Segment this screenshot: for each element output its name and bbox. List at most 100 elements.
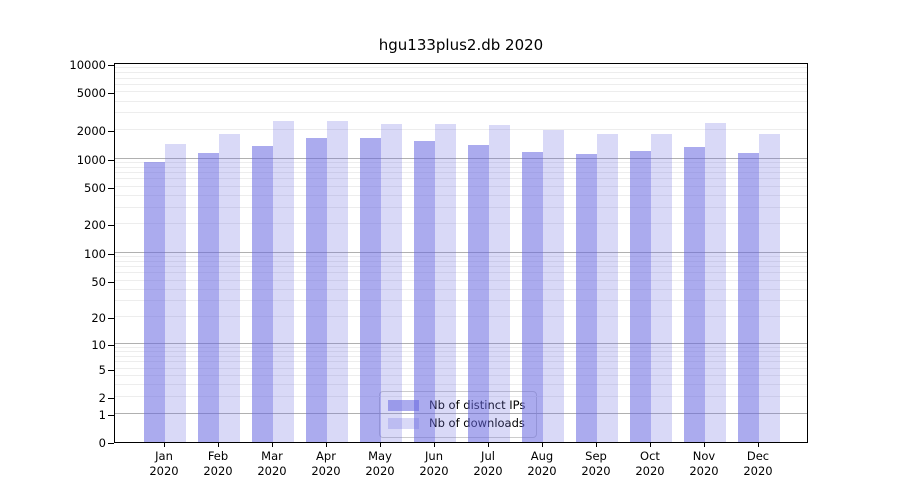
x-tick-mark [272,443,273,447]
y-tick-label: 2 [98,390,106,405]
gridline-minor [115,195,807,196]
y-tick-label: 1 [98,407,106,422]
gridline-minor [115,100,807,102]
gridline-minor [115,384,807,386]
y-tick-mark [108,93,114,95]
x-tick-mark [758,443,759,447]
gridline-minor [115,206,807,208]
y-tick-mark [108,397,114,399]
legend: Nb of distinct IPs Nb of downloads [379,391,538,438]
x-tick-mark [326,443,327,447]
legend-swatch-downloads [388,417,419,429]
gridline-minor [115,288,807,290]
y-tick-label: 0 [98,436,106,450]
x-tick-mark [380,443,381,447]
bar-downloads [327,120,348,442]
gridline-minor [115,172,807,174]
bar-distinct-ips [576,153,597,442]
gridline-minor [115,355,807,357]
x-tick-mark [650,443,651,447]
x-tick-mark [164,443,165,447]
gridline-minor [115,316,807,318]
y-tick-mark [108,318,114,320]
gridline-minor [115,350,807,352]
gridline-minor [115,129,807,130]
y-tick-label: 50 [91,274,106,289]
y-tick-mark [108,131,114,132]
gridline-minor [115,112,807,114]
bar-distinct-ips [522,151,543,442]
y-tick-label: 20 [91,311,106,326]
gridline-minor [115,361,807,363]
bar-downloads [597,133,618,442]
legend-swatch-distinct-ips [388,399,419,411]
bar-distinct-ips [738,153,759,442]
y-tick-mark [108,225,114,227]
gridline-minor [115,77,807,79]
y-tick-mark [108,414,114,416]
plot-area: Nb of distinct IPs Nb of downloads [114,63,808,443]
bar-distinct-ips [198,153,219,442]
gridline-minor [115,185,807,187]
x-tick-label: Oct 2020 [635,449,665,478]
gridline-minor [115,91,807,93]
gridline-minor [115,367,807,369]
bar-downloads [489,124,510,442]
y-tick-label: 2000 [76,124,106,138]
x-tick-label: Sep 2020 [581,449,611,478]
bar-downloads [435,123,456,442]
gridline-minor [115,266,807,268]
y-tick-mark [108,443,114,444]
y-tick-mark [108,65,114,66]
x-tick-mark [434,443,435,447]
bar-distinct-ips [468,144,489,442]
bar-downloads [273,121,294,442]
bar-downloads [219,133,240,442]
bar-distinct-ips [630,151,651,442]
gridline-minor [115,395,807,397]
x-tick-mark [596,443,597,447]
x-tick-label: Jan 2020 [149,449,179,478]
gridline-minor [115,272,807,274]
gridline-minor [115,346,807,348]
gridline-major [115,157,807,159]
x-tick-label: Nov 2020 [689,449,719,478]
bar-distinct-ips [414,141,435,442]
x-tick-mark [704,443,705,447]
bar-downloads [759,133,780,442]
y-tick-mark [108,253,114,255]
y-tick-mark [108,187,114,189]
bar-downloads [381,123,402,442]
y-tick-label: 1000 [76,152,106,167]
gridline-minor [115,67,807,69]
x-tick-mark [542,443,543,447]
x-tick-label: Dec 2020 [743,449,773,478]
gridline-minor [115,166,807,168]
bar-distinct-ips [144,161,165,442]
gridline-minor [115,300,807,302]
x-tick-label: Jun 2020 [419,449,449,478]
bar-downloads [165,143,186,442]
bar-downloads [651,134,672,442]
gridline-minor [115,223,807,225]
x-tick-label: Aug 2020 [527,449,557,478]
y-tick-label: 200 [84,218,106,233]
x-tick-label: Jul 2020 [473,449,503,478]
bar-distinct-ips [306,138,327,442]
y-tick-label: 10000 [69,58,106,72]
bar-distinct-ips [252,145,273,442]
y-tick-label: 5 [98,362,106,377]
gridline-minor [115,161,807,163]
bar-downloads [705,122,726,442]
y-tick-mark [108,344,114,346]
gridline-major [115,412,807,414]
gridline-minor [115,260,807,262]
gridline-minor [115,374,807,376]
y-tick-label: 5000 [76,86,106,101]
bar-downloads [543,130,564,442]
x-tick-label: May 2020 [365,449,395,478]
x-tick-label: Mar 2020 [257,449,287,478]
x-tick-label: Feb 2020 [203,449,233,478]
chart-title: hgu133plus2.db 2020 [378,36,544,54]
